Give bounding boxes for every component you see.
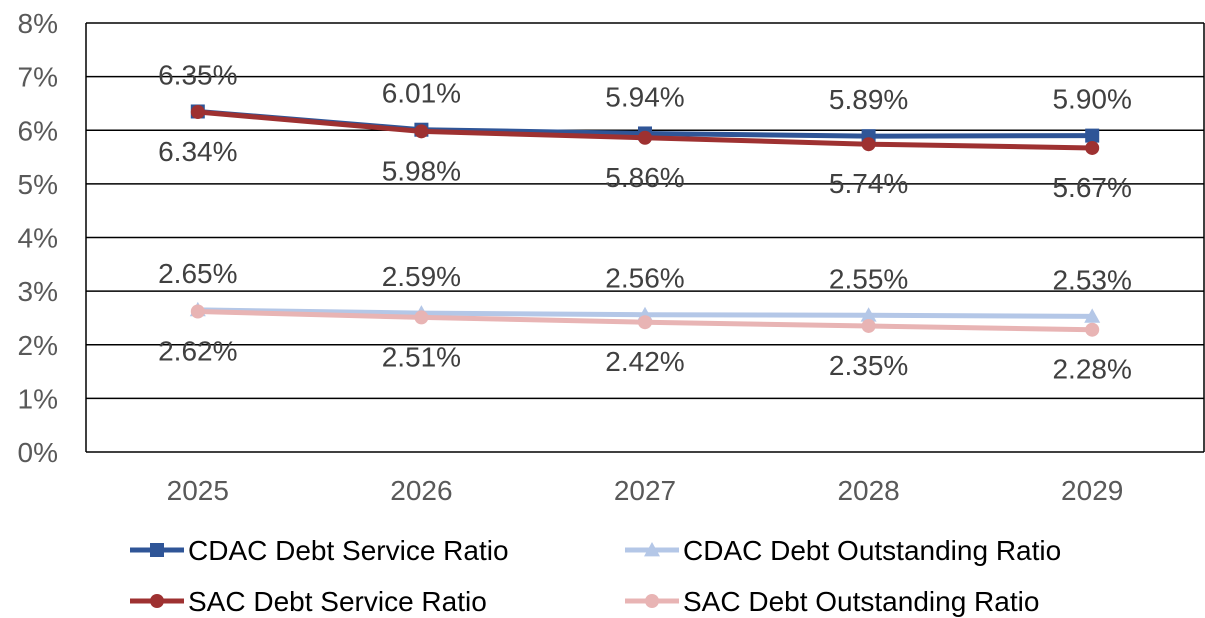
y-tick-label: 4% <box>18 223 58 254</box>
point-marker <box>638 315 652 330</box>
legend: CDAC Debt Service Ratio CDAC Debt Outstan… <box>130 535 1061 617</box>
x-tick-label: 2027 <box>614 475 676 506</box>
y-tick-label: 8% <box>18 8 58 39</box>
data-label: 2.28% <box>1052 354 1131 385</box>
y-tick-label: 5% <box>18 169 58 200</box>
series-group <box>189 104 1101 337</box>
point-marker <box>190 105 205 120</box>
legend-item: CDAC Debt Service Ratio <box>130 535 509 566</box>
series-sac-debt-outstanding-ratio <box>190 304 1100 337</box>
point-marker <box>861 137 876 152</box>
y-tick-label: 3% <box>18 276 58 307</box>
data-label: 5.98% <box>382 155 461 186</box>
point-marker <box>150 543 164 557</box>
y-tick-label: 2% <box>18 330 58 361</box>
data-label: 2.65% <box>158 258 237 289</box>
legend-label: CDAC Debt Service Ratio <box>188 535 509 566</box>
x-tick-label: 2028 <box>837 475 899 506</box>
point-marker <box>860 307 877 322</box>
data-label: 6.35% <box>158 59 237 90</box>
x-tick-label: 2025 <box>167 475 229 506</box>
data-label: 6.34% <box>158 136 237 167</box>
x-tick-label: 2029 <box>1061 475 1123 506</box>
point-marker <box>414 124 429 139</box>
data-label: 2.56% <box>605 263 684 294</box>
data-label: 5.67% <box>1052 172 1131 203</box>
y-tick-label: 1% <box>18 383 58 414</box>
point-marker <box>861 318 876 333</box>
legend-item: SAC Debt Outstanding Ratio <box>625 586 1039 617</box>
data-label: 2.62% <box>158 336 237 367</box>
data-label: 5.86% <box>605 162 684 193</box>
point-marker <box>1085 128 1100 143</box>
point-marker <box>1085 322 1100 337</box>
point-marker <box>645 594 659 608</box>
data-label: 2.51% <box>382 341 461 372</box>
point-marker <box>190 304 205 319</box>
point-marker <box>414 310 429 325</box>
gridlines <box>85 22 1205 453</box>
data-labels: 6.35% 6.01% 5.94% 5.89% 5.90% 2.65% 2.59% 2.56%… <box>158 59 1132 384</box>
data-label: 5.90% <box>1052 84 1131 115</box>
y-tick-label: 0% <box>18 437 58 468</box>
series-sac-debt-service-ratio <box>190 105 1100 155</box>
y-axis-ticks: 0% 1% 2% 3% 4% 5% 6% 7% 8% <box>18 8 58 468</box>
point-marker <box>1085 140 1100 155</box>
data-label: 2.42% <box>605 346 684 377</box>
data-label: 2.53% <box>1052 264 1131 295</box>
x-axis-ticks: 2025 2026 2027 2028 2029 <box>167 475 1124 506</box>
data-label: 2.35% <box>829 350 908 381</box>
y-tick-label: 7% <box>18 62 58 93</box>
legend-label: CDAC Debt Outstanding Ratio <box>683 535 1061 566</box>
legend-item: CDAC Debt Outstanding Ratio <box>625 535 1061 566</box>
point-marker <box>644 542 660 557</box>
point-marker <box>1084 308 1101 323</box>
point-marker <box>638 130 652 145</box>
legend-label: SAC Debt Outstanding Ratio <box>683 586 1039 617</box>
point-marker <box>150 594 164 608</box>
y-tick-label: 6% <box>18 115 58 146</box>
legend-item: SAC Debt Service Ratio <box>130 586 487 617</box>
data-label: 5.89% <box>829 84 908 115</box>
data-label: 5.74% <box>829 168 908 199</box>
legend-label: SAC Debt Service Ratio <box>188 586 487 617</box>
data-label: 2.55% <box>829 263 908 294</box>
x-tick-label: 2026 <box>390 475 452 506</box>
data-label: 5.94% <box>605 81 684 112</box>
data-label: 2.59% <box>382 261 461 292</box>
data-label: 6.01% <box>382 78 461 109</box>
